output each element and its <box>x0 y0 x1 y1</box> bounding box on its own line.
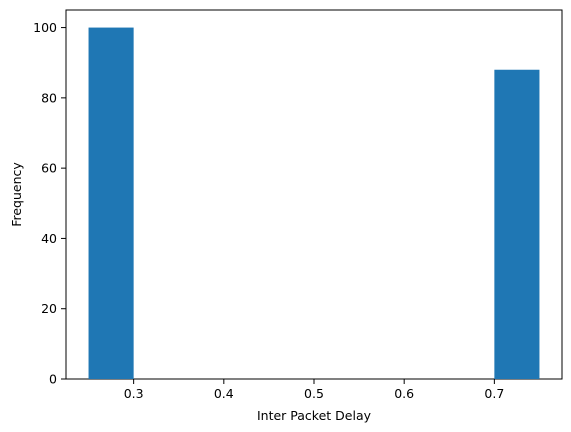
y-tick-label: 0 <box>49 372 57 387</box>
histogram-bar <box>494 69 540 379</box>
y-axis-ticks: 0 20 40 60 80 100 <box>33 20 66 387</box>
x-tick-label: 0.4 <box>214 386 234 401</box>
y-tick-label: 100 <box>33 20 57 35</box>
x-tick-label: 0.7 <box>484 386 504 401</box>
y-tick-label: 60 <box>41 161 57 176</box>
x-tick-label: 0.5 <box>304 386 324 401</box>
x-tick-label: 0.6 <box>394 386 414 401</box>
bars-group <box>88 27 540 379</box>
histogram-bar <box>88 27 134 379</box>
plot-frame <box>65 9 563 380</box>
y-axis-label: Frequency <box>9 162 24 227</box>
y-tick-label: 40 <box>41 231 57 246</box>
x-axis-label: Inter Packet Delay <box>257 408 372 423</box>
y-tick-label: 20 <box>41 301 57 316</box>
y-tick-label: 80 <box>41 90 57 105</box>
x-tick-label: 0.3 <box>124 386 144 401</box>
x-axis-ticks: 0.3 0.4 0.5 0.6 0.7 <box>124 379 504 401</box>
